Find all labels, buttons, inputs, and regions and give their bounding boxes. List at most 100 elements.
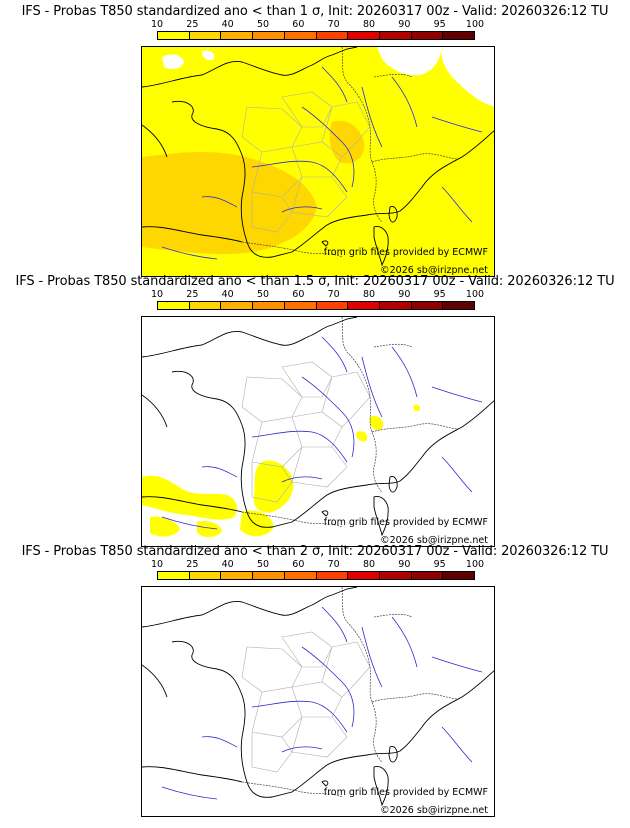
colorbar-segment bbox=[411, 302, 444, 309]
country-borders bbox=[241, 47, 458, 258]
colorbar-segment bbox=[316, 572, 349, 579]
map-canvas bbox=[142, 587, 494, 807]
department-boundaries bbox=[241, 631, 371, 773]
colorbar-segment bbox=[284, 302, 317, 309]
colorbar bbox=[157, 571, 475, 580]
colorbar-tick-label: 50 bbox=[256, 559, 270, 570]
colorbar-tick-label: 80 bbox=[362, 19, 376, 30]
colorbar-tick-label: 70 bbox=[327, 289, 340, 300]
colorbar-tick-label: 40 bbox=[221, 289, 234, 300]
colorbar-segment bbox=[253, 572, 285, 579]
probability-area bbox=[329, 120, 365, 164]
probability-map: from grib files provided by ECMWF ©2026 … bbox=[141, 316, 495, 547]
colorbar-segment bbox=[221, 32, 254, 39]
colorbar-segment bbox=[348, 302, 380, 309]
panel-title: IFS - Probas T850 standardized ano < tha… bbox=[21, 4, 609, 19]
colorbar-segment bbox=[411, 32, 444, 39]
colorbar-tick-label: 100 bbox=[465, 19, 485, 30]
colorbar-segment bbox=[379, 302, 412, 309]
department-boundaries bbox=[241, 91, 371, 233]
probability-area bbox=[150, 510, 274, 538]
colorbar-segment bbox=[284, 572, 317, 579]
colorbar-ticks: 10 25 40 50 60 70 80 90 95 100 bbox=[151, 559, 484, 570]
colorbar-tick-label: 60 bbox=[292, 289, 305, 300]
colorbar-segment bbox=[158, 572, 190, 579]
credit-source: from grib files provided by ECMWF bbox=[323, 247, 488, 258]
colorbar-tick-label: 40 bbox=[221, 19, 234, 30]
department-boundaries bbox=[241, 361, 371, 503]
credit-source: from grib files provided by ECMWF bbox=[323, 787, 488, 798]
map-lines bbox=[142, 47, 494, 267]
colorbar-tick-label: 80 bbox=[362, 289, 376, 300]
colorbar-tick-label: 25 bbox=[186, 289, 199, 300]
coastline-islands bbox=[142, 124, 398, 267]
colorbar-tick-label: 40 bbox=[221, 559, 234, 570]
colorbar-segment bbox=[316, 302, 349, 309]
colorbar-segment bbox=[158, 302, 190, 309]
rivers bbox=[161, 606, 483, 800]
colorbar-tick-label: 90 bbox=[398, 289, 411, 300]
probability-area bbox=[441, 47, 494, 107]
colorbar-tick-label: 10 bbox=[150, 19, 164, 30]
colorbar-ticks: 10 25 40 50 60 70 80 90 95 100 bbox=[151, 19, 484, 30]
colorbar-segment bbox=[443, 302, 475, 309]
colorbar-ticks: 10 25 40 50 60 70 80 90 95 100 bbox=[151, 289, 484, 300]
probability-area bbox=[377, 47, 442, 76]
colorbar-tick-label: 70 bbox=[327, 19, 340, 30]
coastline bbox=[142, 317, 494, 528]
colorbar bbox=[157, 31, 475, 40]
coastline bbox=[142, 587, 494, 798]
colorbar-tick-label: 60 bbox=[292, 19, 305, 30]
map-lines bbox=[142, 587, 494, 807]
colorbar-tick-label: 100 bbox=[465, 289, 485, 300]
colorbar-segment bbox=[221, 572, 254, 579]
probability-fill bbox=[142, 47, 494, 276]
colorbar-segment bbox=[221, 302, 254, 309]
colorbar-tick-label: 50 bbox=[256, 289, 270, 300]
map-canvas bbox=[142, 317, 494, 538]
credit-copyright: ©2026 sb@irizpne.net bbox=[380, 805, 488, 816]
colorbar-tick-label: 60 bbox=[292, 559, 305, 570]
colorbar-segment bbox=[443, 32, 475, 39]
colorbar-tick-label: 95 bbox=[433, 559, 446, 570]
probability-area bbox=[356, 404, 421, 442]
colorbar-segment bbox=[284, 32, 317, 39]
probability-area bbox=[162, 50, 215, 70]
colorbar-segment bbox=[348, 572, 380, 579]
colorbar-tick-label: 10 bbox=[150, 289, 164, 300]
colorbar-tick-label: 10 bbox=[150, 559, 164, 570]
rivers bbox=[161, 66, 483, 260]
colorbar-segment bbox=[316, 32, 349, 39]
colorbar-segment bbox=[253, 302, 285, 309]
colorbar-segment bbox=[189, 302, 222, 309]
colorbar-tick-label: 25 bbox=[186, 559, 199, 570]
colorbar-tick-label: 80 bbox=[362, 559, 376, 570]
map-canvas bbox=[142, 47, 494, 276]
country-borders bbox=[241, 317, 458, 528]
colorbar-tick-label: 25 bbox=[186, 19, 199, 30]
colorbar-segment bbox=[379, 32, 412, 39]
probability-map: from grib files provided by ECMWF ©2026 … bbox=[141, 586, 495, 817]
colorbar-segment bbox=[379, 572, 412, 579]
credit-copyright: ©2026 sb@irizpne.net bbox=[380, 265, 488, 276]
map-panel-2: IFS - Probas T850 standardized ano < tha… bbox=[0, 270, 630, 547]
probability-map: from grib files provided by ECMWF ©2026 … bbox=[141, 46, 495, 277]
map-panel-3: IFS - Probas T850 standardized ano < tha… bbox=[0, 540, 630, 817]
probability-area bbox=[142, 475, 238, 520]
rivers bbox=[161, 336, 483, 530]
probability-area bbox=[253, 460, 294, 513]
colorbar-segment bbox=[411, 572, 444, 579]
colorbar-segment bbox=[158, 32, 190, 39]
credit-source: from grib files provided by ECMWF bbox=[323, 517, 488, 528]
colorbar-segment bbox=[348, 32, 380, 39]
colorbar-tick-label: 100 bbox=[465, 559, 485, 570]
coastline-islands bbox=[142, 394, 398, 537]
coastline-islands bbox=[142, 664, 398, 807]
colorbar-segment bbox=[443, 572, 475, 579]
colorbar-tick-label: 95 bbox=[433, 289, 446, 300]
panel-title: IFS - Probas T850 standardized ano < tha… bbox=[21, 544, 609, 559]
colorbar-tick-label: 90 bbox=[398, 19, 411, 30]
colorbar-segment bbox=[253, 32, 285, 39]
panel-title: IFS - Probas T850 standardized ano < tha… bbox=[15, 274, 615, 289]
colorbar-segment bbox=[189, 32, 222, 39]
